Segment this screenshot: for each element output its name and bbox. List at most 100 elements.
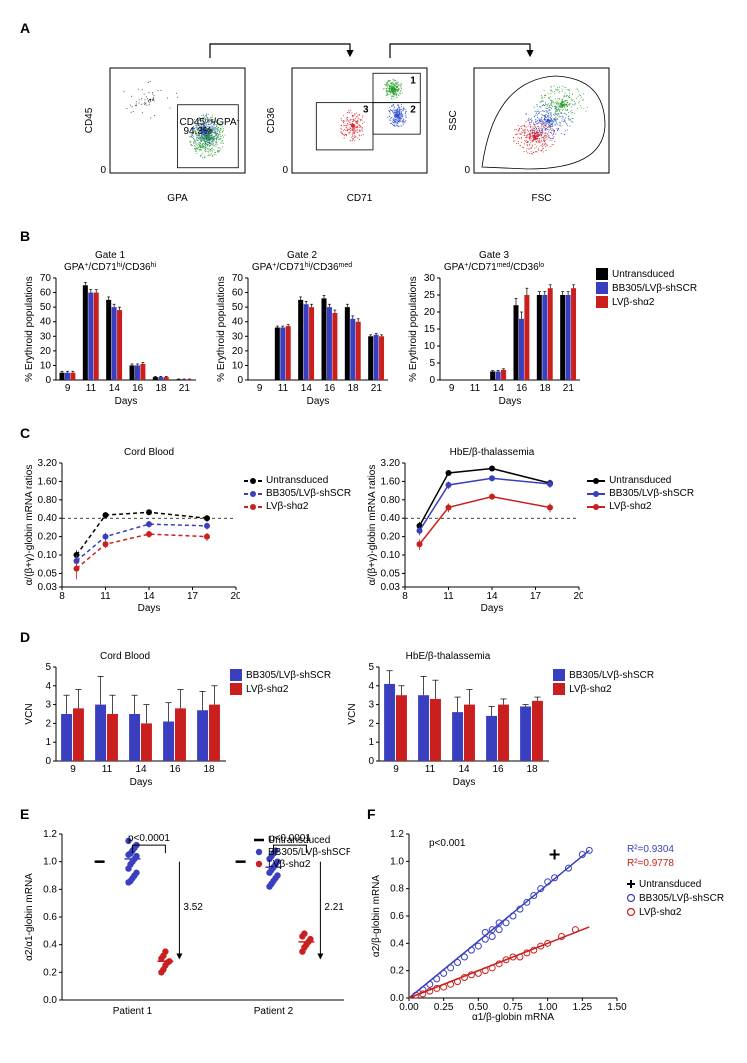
svg-text:0.40: 0.40 bbox=[38, 513, 58, 524]
panel-c-label: C bbox=[20, 425, 727, 441]
svg-text:GPA+/CD71med/CD36lo: GPA+/CD71med/CD36lo bbox=[444, 262, 544, 274]
panel-a: A CD45neg/GPA+94.3%0CD45GPA1230CD36CD710… bbox=[20, 20, 727, 214]
panel-b-legend: UntransducedBB305/LVβ-shSCRLVβ-shα2 bbox=[596, 268, 697, 310]
svg-text:CD36: CD36 bbox=[266, 107, 277, 133]
svg-text:0.80: 0.80 bbox=[38, 495, 58, 506]
svg-text:25: 25 bbox=[424, 290, 436, 301]
svg-text:9: 9 bbox=[393, 764, 399, 775]
svg-text:Gate 2: Gate 2 bbox=[287, 250, 317, 261]
svg-text:0.10: 0.10 bbox=[381, 550, 401, 561]
panel-a-label: A bbox=[20, 20, 727, 36]
svg-text:1: 1 bbox=[410, 75, 416, 86]
svg-text:21: 21 bbox=[371, 383, 383, 394]
svg-text:0.2: 0.2 bbox=[43, 967, 57, 978]
svg-text:18: 18 bbox=[155, 383, 167, 394]
svg-text:GPA+/CD71hi/CD36hi: GPA+/CD71hi/CD36hi bbox=[64, 262, 157, 274]
svg-text:15: 15 bbox=[424, 324, 436, 335]
svg-text:2: 2 bbox=[369, 718, 375, 729]
svg-text:% Erythroid populations: % Erythroid populations bbox=[408, 276, 419, 382]
svg-text:p<0.001: p<0.001 bbox=[429, 838, 466, 849]
svg-text:1.25: 1.25 bbox=[573, 1002, 593, 1013]
svg-text:18: 18 bbox=[539, 383, 551, 394]
svg-text:SSC: SSC bbox=[448, 110, 459, 131]
svg-text:VCN: VCN bbox=[347, 703, 358, 724]
svg-text:16: 16 bbox=[493, 764, 505, 775]
svg-text:CD71: CD71 bbox=[347, 193, 373, 204]
svg-text:0.4: 0.4 bbox=[390, 938, 404, 949]
svg-text:α1/β-globin mRNA: α1/β-globin mRNA bbox=[472, 1012, 554, 1023]
panel-f-label: F bbox=[367, 806, 727, 822]
svg-text:8: 8 bbox=[59, 591, 65, 602]
svg-text:0.6: 0.6 bbox=[43, 912, 57, 923]
svg-text:0: 0 bbox=[464, 165, 470, 176]
svg-text:Untransduced: Untransduced bbox=[639, 879, 701, 890]
svg-text:p<0.0001: p<0.0001 bbox=[128, 833, 170, 844]
svg-text:Patient 2: Patient 2 bbox=[254, 1006, 294, 1017]
svg-text:GPA: GPA bbox=[167, 193, 188, 204]
svg-text:R²=0.9778: R²=0.9778 bbox=[627, 858, 674, 869]
svg-text:Days: Days bbox=[499, 396, 522, 407]
svg-text:0: 0 bbox=[45, 375, 51, 386]
svg-text:0: 0 bbox=[237, 375, 243, 386]
svg-text:5: 5 bbox=[45, 662, 51, 673]
panel-d: D Cord Blood012345911141618DaysVCNBB305/… bbox=[20, 629, 727, 792]
svg-text:0: 0 bbox=[369, 756, 375, 767]
svg-text:3.20: 3.20 bbox=[381, 458, 401, 469]
svg-text:0.20: 0.20 bbox=[38, 532, 58, 543]
svg-text:0.10: 0.10 bbox=[38, 550, 58, 561]
svg-text:50: 50 bbox=[232, 302, 244, 313]
svg-text:2: 2 bbox=[410, 105, 416, 116]
svg-text:Cord Blood: Cord Blood bbox=[100, 651, 150, 662]
svg-text:LVβ-shα2: LVβ-shα2 bbox=[639, 907, 682, 918]
svg-text:FSC: FSC bbox=[532, 193, 552, 204]
svg-text:14: 14 bbox=[459, 764, 471, 775]
svg-text:0.80: 0.80 bbox=[381, 495, 401, 506]
svg-text:11: 11 bbox=[100, 591, 111, 602]
svg-text:1.50: 1.50 bbox=[607, 1002, 627, 1013]
svg-text:0.03: 0.03 bbox=[38, 582, 58, 593]
svg-text:11: 11 bbox=[425, 764, 436, 775]
panel-c-chart-1: HbE/β-thalassemia0.030.050.100.200.400.8… bbox=[363, 445, 694, 615]
svg-text:14: 14 bbox=[301, 383, 313, 394]
svg-text:0.6: 0.6 bbox=[390, 911, 404, 922]
flow-plot-0: CD45neg/GPA+94.3%0CD45GPA bbox=[80, 63, 250, 214]
svg-text:17: 17 bbox=[530, 591, 542, 602]
svg-text:BB305/LVβ-shSCR: BB305/LVβ-shSCR bbox=[639, 893, 724, 904]
svg-text:0: 0 bbox=[100, 165, 106, 176]
svg-text:60: 60 bbox=[232, 288, 244, 299]
svg-text:0: 0 bbox=[45, 756, 51, 767]
svg-text:14: 14 bbox=[109, 383, 121, 394]
svg-text:1.60: 1.60 bbox=[381, 476, 401, 487]
svg-text:20: 20 bbox=[232, 346, 244, 357]
svg-text:1.0: 1.0 bbox=[43, 857, 57, 868]
svg-text:11: 11 bbox=[278, 383, 289, 394]
svg-text:9: 9 bbox=[70, 764, 76, 775]
svg-text:Days: Days bbox=[138, 603, 161, 614]
panel-b: B Gate 1GPA+/CD71hi/CD36hi01020304050607… bbox=[20, 228, 727, 411]
svg-text:14: 14 bbox=[487, 591, 499, 602]
svg-text:11: 11 bbox=[470, 383, 481, 394]
svg-text:20: 20 bbox=[230, 591, 240, 602]
svg-text:11: 11 bbox=[86, 383, 97, 394]
svg-text:0.0: 0.0 bbox=[390, 993, 404, 1004]
svg-text:9: 9 bbox=[449, 383, 455, 394]
svg-text:5: 5 bbox=[429, 358, 435, 369]
svg-text:20: 20 bbox=[424, 307, 436, 318]
svg-text:16: 16 bbox=[516, 383, 528, 394]
svg-text:18: 18 bbox=[203, 764, 215, 775]
svg-text:3: 3 bbox=[369, 700, 375, 711]
panel-b-chart-2: Gate 3GPA+/CD71med/CD36lo051015202530911… bbox=[404, 248, 584, 411]
svg-text:0.0: 0.0 bbox=[43, 995, 57, 1006]
svg-text:10: 10 bbox=[424, 341, 436, 352]
svg-text:Days: Days bbox=[453, 777, 476, 788]
svg-text:α/(β+γ)-globin mRNA ratios: α/(β+γ)-globin mRNA ratios bbox=[367, 465, 378, 586]
svg-text:1.2: 1.2 bbox=[390, 829, 404, 840]
svg-text:21: 21 bbox=[179, 383, 191, 394]
svg-text:30: 30 bbox=[40, 331, 52, 342]
panel-a-arrows bbox=[20, 40, 720, 60]
svg-text:Days: Days bbox=[307, 396, 330, 407]
svg-text:0.25: 0.25 bbox=[434, 1002, 454, 1013]
svg-text:30: 30 bbox=[232, 331, 244, 342]
flow-plot-1: 1230CD36CD71 bbox=[262, 63, 432, 214]
panel-b-chart-0: Gate 1GPA+/CD71hi/CD36hi0102030405060709… bbox=[20, 248, 200, 411]
